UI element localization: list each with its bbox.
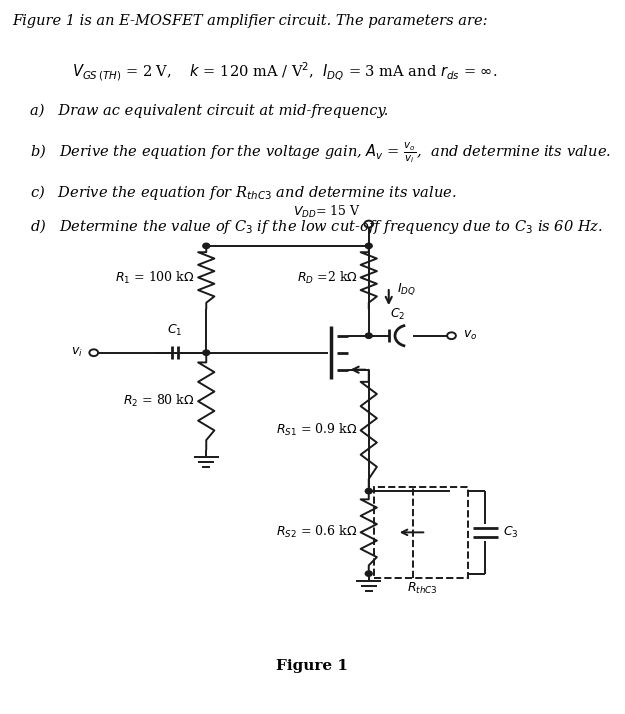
Circle shape [365,571,372,576]
Text: b)   Derive the equation for the voltage gain, $A_v$ = $\frac{v_o}{v_i}$,  and d: b) Derive the equation for the voltage g… [31,140,612,165]
Text: $R_2$ = 80 k$\Omega$: $R_2$ = 80 k$\Omega$ [123,393,195,409]
Text: $V_{GS\,(TH)}$ = 2 V,    $k$ = 120 mA / V$^2$,  $I_{DQ}$ = 3 mA and $r_{ds}$ = $: $V_{GS\,(TH)}$ = 2 V, $k$ = 120 mA / V$^… [72,61,498,83]
Text: $R_1$ = 100 k$\Omega$: $R_1$ = 100 k$\Omega$ [116,269,195,286]
Text: $C_3$: $C_3$ [503,525,518,540]
Text: $V_{DD}$= 15 V: $V_{DD}$= 15 V [293,204,361,220]
Circle shape [202,243,210,248]
Text: $R_D$ =2 k$\Omega$: $R_D$ =2 k$\Omega$ [297,269,358,286]
Circle shape [365,243,372,248]
Bar [374,487,468,578]
Circle shape [202,350,210,356]
Text: $v_o$: $v_o$ [462,329,477,342]
Text: $v_i$: $v_i$ [71,346,82,359]
Circle shape [365,333,372,338]
Text: $R_{S2}$ = 0.6 k$\Omega$: $R_{S2}$ = 0.6 k$\Omega$ [276,524,358,540]
Text: c)   Derive the equation for R$_{thC3}$ and determine its value.: c) Derive the equation for R$_{thC3}$ an… [31,183,457,202]
Text: Figure 1: Figure 1 [276,659,349,673]
Text: $C_2$: $C_2$ [391,307,406,322]
Text: Figure 1 is an E-MOSFET amplifier circuit. The parameters are:: Figure 1 is an E-MOSFET amplifier circui… [12,14,488,28]
Text: $I_{DQ}$: $I_{DQ}$ [397,282,416,298]
Text: a)   Draw ac equivalent circuit at mid-frequency.: a) Draw ac equivalent circuit at mid-fre… [31,104,389,118]
Circle shape [365,488,372,494]
Text: $C_1$: $C_1$ [168,323,182,338]
Text: d)   Determine the value of C$_3$ if the low cut-off frequency due to C$_3$ is 6: d) Determine the value of C$_3$ if the l… [31,217,604,236]
Text: $R_{thC3}$: $R_{thC3}$ [406,581,437,596]
Text: $R_{S1}$ = 0.9 k$\Omega$: $R_{S1}$ = 0.9 k$\Omega$ [276,423,358,438]
